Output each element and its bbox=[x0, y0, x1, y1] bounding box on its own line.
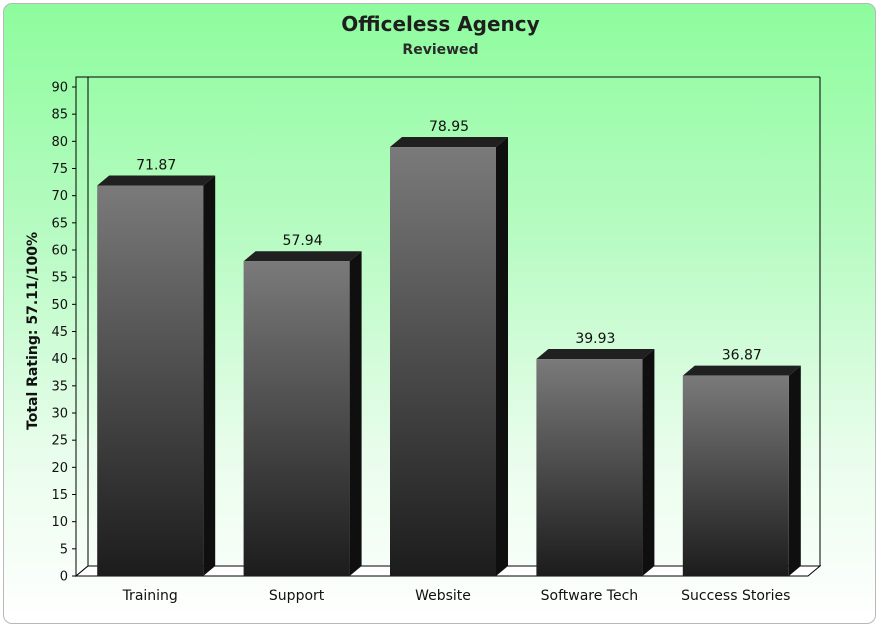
bar bbox=[243, 261, 350, 576]
chart-labels: 71.87 Training 57.94 Support 78.95 Website 39.… bbox=[122, 119, 791, 604]
bar-side bbox=[203, 175, 216, 576]
y-tick-label: 35 bbox=[51, 379, 68, 394]
y-tick-label: 15 bbox=[51, 488, 68, 503]
x-category-label: Support bbox=[269, 588, 325, 604]
y-tick-label: 45 bbox=[51, 325, 68, 340]
bar bbox=[682, 375, 789, 576]
chart-title: Officeless Agency bbox=[341, 12, 540, 36]
y-tick-label: 90 bbox=[51, 81, 68, 96]
y-tick-label: 40 bbox=[51, 352, 68, 367]
bar-value-label: 78.95 bbox=[429, 119, 469, 135]
left-wall bbox=[75, 76, 89, 578]
y-axis-label: Total Rating: 57.11/100% bbox=[25, 232, 41, 430]
y-tick-label: 30 bbox=[51, 407, 68, 422]
bar-side bbox=[642, 349, 655, 576]
bar bbox=[536, 359, 643, 576]
x-category-label: Success Stories bbox=[681, 588, 790, 604]
y-tick-label: 10 bbox=[51, 515, 68, 530]
bar-value-label: 71.87 bbox=[136, 158, 176, 174]
y-tick-label: 85 bbox=[51, 108, 68, 123]
x-category-label: Website bbox=[415, 588, 471, 604]
y-tick-label: 55 bbox=[51, 271, 68, 286]
bar-value-label: 57.94 bbox=[283, 233, 323, 249]
bar-top bbox=[243, 251, 362, 262]
y-tick-label: 50 bbox=[51, 298, 68, 313]
y-tick-label: 5 bbox=[60, 542, 68, 557]
bar-series bbox=[97, 137, 801, 576]
chart-subtitle: Reviewed bbox=[402, 42, 479, 58]
x-category-label: Software Tech bbox=[541, 588, 639, 604]
bar bbox=[97, 185, 204, 576]
bar-top bbox=[682, 365, 801, 376]
y-tick-label: 75 bbox=[51, 162, 68, 177]
y-tick-label: 60 bbox=[51, 244, 68, 259]
bar-top bbox=[97, 175, 216, 186]
bar-top bbox=[390, 137, 508, 148]
bar-value-label: 36.87 bbox=[722, 348, 762, 364]
y-tick-label: 80 bbox=[51, 135, 68, 150]
y-tick-label: 70 bbox=[51, 189, 68, 204]
y-tick-label: 65 bbox=[51, 216, 68, 231]
bar-value-label: 39.93 bbox=[575, 331, 615, 347]
y-tick-label: 20 bbox=[51, 461, 68, 476]
bar-top bbox=[536, 349, 655, 360]
bar bbox=[390, 147, 496, 576]
x-category-label: Training bbox=[122, 588, 178, 604]
y-tick-label: 25 bbox=[51, 434, 68, 449]
bar-side bbox=[788, 365, 801, 576]
bar-side bbox=[349, 251, 362, 576]
y-tick-label: 0 bbox=[60, 570, 68, 585]
bar-side bbox=[496, 137, 508, 576]
